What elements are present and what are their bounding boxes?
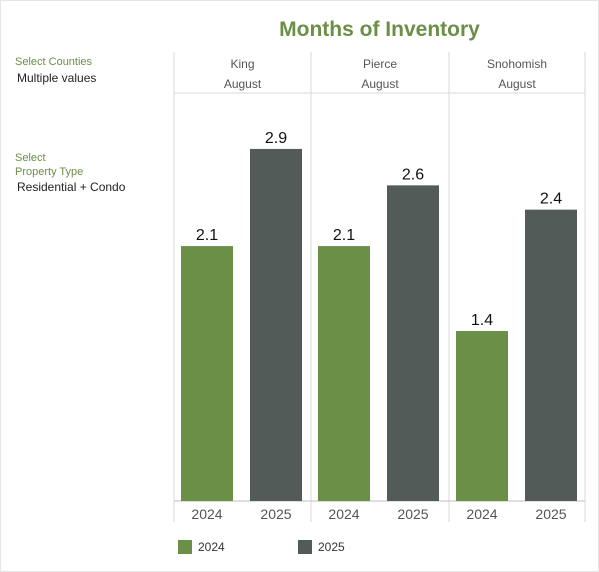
legend-swatch-2025 — [298, 540, 312, 554]
panel-header-month-king: August — [224, 77, 262, 91]
panel-header-county-pierce: Pierce — [363, 57, 397, 71]
bar-king-2025 — [250, 148, 302, 501]
bar-pierce-2024 — [318, 246, 370, 501]
data-label-pierce-2025: 2.6 — [402, 166, 424, 183]
data-label-king-2024: 2.1 — [196, 227, 218, 244]
counties-filter-label: Select Counties — [15, 56, 93, 68]
category-label-pierce-2025: 2025 — [397, 506, 428, 522]
data-label-pierce-2024: 2.1 — [333, 227, 355, 244]
category-label-king-2024: 2024 — [191, 506, 222, 522]
property-filter-label-line2: Property Type — [15, 166, 84, 178]
category-label-snohomish-2024: 2024 — [466, 506, 497, 522]
category-label-pierce-2024: 2024 — [328, 506, 359, 522]
category-label-king-2025: 2025 — [260, 506, 291, 522]
panel-header-month-snohomish: August — [498, 77, 536, 91]
legend-label-2024: 2024 — [198, 540, 225, 554]
legend-swatch-2024 — [178, 540, 192, 554]
panel-header-county-snohomish: Snohomish — [487, 57, 547, 71]
bar-pierce-2025 — [387, 185, 439, 502]
category-label-snohomish-2025: 2025 — [535, 506, 566, 522]
data-label-snohomish-2025: 2.4 — [540, 191, 562, 208]
chart-title: Months of Inventory — [279, 18, 480, 41]
bar-king-2024 — [181, 246, 233, 501]
legend-item-2025[interactable]: 2025 — [298, 540, 345, 554]
legend-item-2024[interactable]: 2024 — [178, 540, 225, 554]
bar-snohomish-2024 — [456, 331, 508, 501]
data-label-snohomish-2024: 1.4 — [471, 312, 493, 329]
legend-label-2025: 2025 — [318, 540, 345, 554]
counties-filter-value[interactable]: Multiple values — [17, 71, 97, 85]
panel-header-month-pierce: August — [361, 77, 399, 91]
panel-header-county-king: King — [230, 57, 254, 71]
property-filter-value[interactable]: Residential + Condo — [17, 180, 126, 194]
property-filter-label-line1: Select — [15, 152, 46, 164]
data-label-king-2025: 2.9 — [265, 130, 287, 147]
bar-snohomish-2025 — [525, 209, 577, 501]
